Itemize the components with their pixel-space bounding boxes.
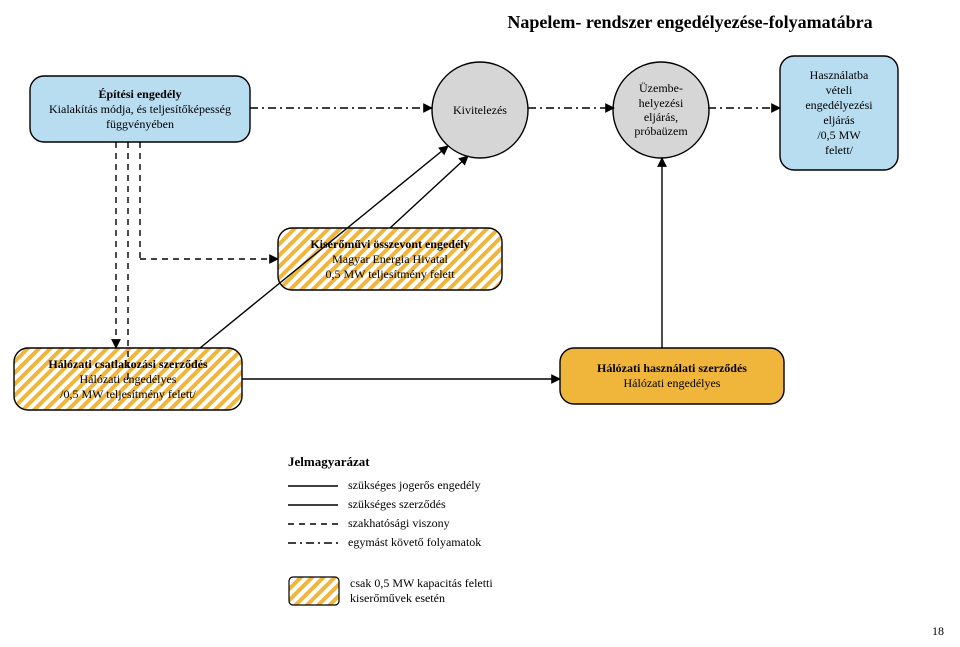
node-kivitelezes-line-0: Kivitelezés <box>453 103 507 117</box>
edge-10 <box>390 156 468 228</box>
node-kiseromuvi-line-0: Kiserőművi összevont engedély <box>310 237 469 252</box>
legend-item-label-2: szakhatósági viszony <box>348 516 450 531</box>
node-uzem-line-2: eljárás, <box>644 110 678 124</box>
legend-line-sample-dashdot <box>288 537 338 549</box>
legend-item-label-0: szükséges jogerős engedély <box>348 478 481 493</box>
node-kivitelezes: Kivitelezés <box>432 62 528 158</box>
node-hasznalati-line-0: Hálózati használati szerződés <box>597 361 747 376</box>
page-title: Napelem- rendszer engedélyezése-folyamat… <box>480 12 900 33</box>
legend-item-label-1: szükséges szerződés <box>348 497 446 512</box>
node-kiseromuvi-line-1: Magyar Energia Hivatal <box>332 252 448 267</box>
legend-item-3: egymást követő folyamatok <box>288 535 493 550</box>
node-uzem-line-1: helyezési <box>639 96 684 110</box>
node-csatlakozasi-line-2: /0,5 MW teljesítmény felett/ <box>60 387 196 402</box>
node-kiseromuvi-line-2: 0,5 MW teljesítmény felett <box>325 267 454 282</box>
legend-item-2: szakhatósági viszony <box>288 516 493 531</box>
page-number: 18 <box>932 624 944 639</box>
node-hasznalati: Hálózati használati szerződésHálózati en… <box>560 348 784 404</box>
node-epitesi: Építési engedélyKialakítás módja, és tel… <box>30 76 250 142</box>
legend-line-sample-dashed <box>288 518 338 530</box>
node-csatlakozasi: Hálózati csatlakozási szerződésHálózati … <box>14 348 242 410</box>
legend-item-1: szükséges szerződés <box>288 497 493 512</box>
legend: Jelmagyarázat szükséges jogerős engedély s… <box>288 454 493 610</box>
node-uzem-line-0: Üzembe- <box>639 81 683 95</box>
legend-title: Jelmagyarázat <box>288 454 493 470</box>
node-uzem: Üzembe-helyezésieljárás,próbaüzem <box>613 62 709 158</box>
legend-swatch-label: csak 0,5 MW kapacitás felettikiserőművek… <box>350 576 493 606</box>
legend-line-sample-solid <box>288 480 338 492</box>
node-hasznalatba-line-4: /0,5 MW <box>817 128 860 143</box>
node-csatlakozasi-line-0: Hálózati csatlakozási szerződés <box>48 357 207 372</box>
legend-item-0: szükséges jogerős engedély <box>288 478 493 493</box>
node-kiseromuvi: Kiserőművi összevont engedélyMagyar Ener… <box>278 228 502 290</box>
node-hasznalatba-line-5: felett/ <box>825 143 853 158</box>
node-hasznalatba-line-2: engedélyezési <box>805 98 872 113</box>
legend-swatch-icon <box>288 576 340 606</box>
node-hasznalatba-line-3: eljárás <box>823 113 854 128</box>
node-epitesi-line-1: Kialakítás módja, és teljesítőképesség <box>49 102 231 117</box>
node-uzem-line-3: próbaüzem <box>634 124 687 138</box>
node-csatlakozasi-line-1: Hálózati engedélyes <box>80 372 177 387</box>
node-epitesi-line-0: Építési engedély <box>99 87 182 102</box>
node-hasznalatba-line-0: Használatba <box>810 68 869 83</box>
node-hasznalatba-line-1: vételi <box>826 83 853 98</box>
node-hasznalati-line-1: Hálózati engedélyes <box>624 376 721 391</box>
legend-line-sample-solid <box>288 499 338 511</box>
legend-swatch-label-line-1: kiserőművek esetén <box>350 591 493 606</box>
node-hasznalatba: Használatbavételiengedélyezésieljárás/0,… <box>780 56 898 170</box>
legend-swatch-label-line-0: csak 0,5 MW kapacitás feletti <box>350 576 493 591</box>
legend-item-label-3: egymást követő folyamatok <box>348 535 481 550</box>
node-epitesi-line-2: függvényében <box>106 117 174 132</box>
legend-swatch-row: csak 0,5 MW kapacitás felettikiserőművek… <box>288 576 493 606</box>
